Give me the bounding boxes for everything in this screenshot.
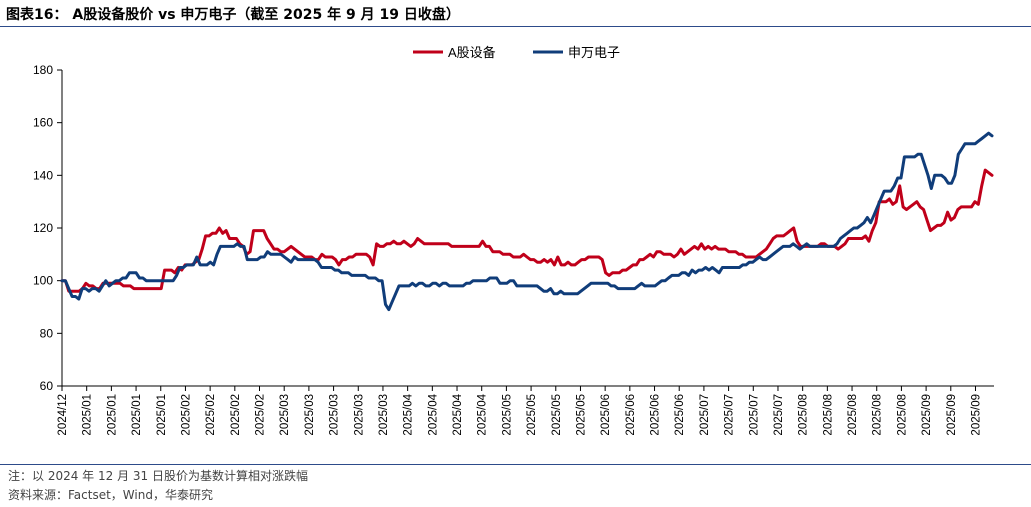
x-tick-label: 2025/04 [452, 393, 464, 435]
header: 图表16： A股设备股价 vs 申万电子（截至 2025 年 9 月 19 日收… [0, 0, 1031, 26]
x-tick-label: 2025/06 [600, 394, 612, 436]
x-tick-label: 2025/08 [847, 394, 859, 436]
x-tick-label: 2025/07 [773, 394, 785, 436]
x-tick-label: 2025/08 [896, 394, 908, 436]
line-chart: A股设备 申万电子 60 80 100 120 140 160 180 2024/12 2025… [33, 45, 994, 436]
y-axis: 60 80 100 120 140 160 180 [33, 63, 63, 393]
footnote: 注：以 2024 年 12 月 31 日股价为基数计算相对涨跌幅 [8, 469, 308, 483]
x-tick-label: 2025/03 [329, 394, 341, 436]
x-tick-label: 2024/12 [57, 394, 69, 436]
x-tick-label: 2025/07 [699, 394, 711, 436]
x-tick-label: 2025/02 [230, 394, 242, 436]
x-tick-label: 2025/04 [477, 393, 489, 435]
y-tick-label: 140 [33, 168, 53, 182]
x-tick-label: 2025/06 [674, 394, 686, 436]
x-tick-label: 2025/07 [724, 394, 736, 436]
x-tick-label: 2025/01 [82, 394, 94, 436]
chart-title: 图表16： A股设备股价 vs 申万电子（截至 2025 年 9 月 19 日收… [6, 7, 460, 23]
y-tick-label: 160 [33, 116, 53, 130]
x-tick-label: 2025/04 [403, 393, 415, 435]
x-tick-label: 2025/05 [551, 394, 563, 436]
x-tick-label: 2025/08 [872, 394, 884, 436]
x-tick-label: 2025/05 [526, 394, 538, 436]
plot-series [60, 131, 994, 312]
x-tick-label: 2025/05 [575, 394, 587, 436]
x-tick-label: 2025/07 [748, 394, 760, 436]
x-tick-label: 2025/08 [822, 394, 834, 436]
x-tick-label: 2025/09 [921, 394, 933, 436]
x-tick-label: 2025/03 [378, 394, 390, 436]
x-tick-label: 2025/08 [798, 394, 810, 436]
legend: A股设备 申万电子 [413, 45, 620, 60]
x-tick-label: 2025/02 [205, 394, 217, 436]
x-tick-label: 2025/05 [501, 394, 513, 436]
series-a-line [60, 168, 994, 293]
x-tick-label: 2025/03 [279, 394, 291, 436]
y-tick-label: 120 [33, 221, 53, 235]
x-axis: 2024/12 2025/01 2025/01 2025/01 2025/01 2025/… [57, 385, 994, 436]
source-note: 资料来源：Factset，Wind，华泰研究 [8, 488, 213, 502]
x-tick-label: 2025/06 [625, 394, 637, 436]
footer-divider [0, 464, 1031, 465]
x-tick-label: 2025/01 [106, 394, 118, 436]
legend-label: A股设备 [448, 45, 496, 60]
y-tick-label: 80 [40, 326, 54, 340]
x-tick-label: 2025/03 [304, 394, 316, 436]
x-tick-label: 2025/02 [255, 394, 267, 436]
x-tick-label: 2025/06 [650, 394, 662, 436]
x-tick-label: 2025/04 [427, 393, 439, 435]
x-tick-label: 2025/09 [946, 394, 958, 436]
series-b-line [60, 131, 994, 312]
x-tick-label: 2025/01 [131, 394, 143, 436]
y-tick-label: 180 [33, 63, 53, 77]
x-tick-label: 2025/01 [156, 394, 168, 436]
x-tick-label: 2025/03 [353, 394, 365, 436]
legend-label: 申万电子 [568, 45, 620, 60]
x-tick-label: 2025/09 [970, 394, 982, 436]
y-tick-label: 60 [40, 379, 54, 393]
header-divider [0, 26, 1031, 27]
x-tick-label: 2025/02 [180, 394, 192, 436]
y-tick-label: 100 [33, 274, 53, 288]
